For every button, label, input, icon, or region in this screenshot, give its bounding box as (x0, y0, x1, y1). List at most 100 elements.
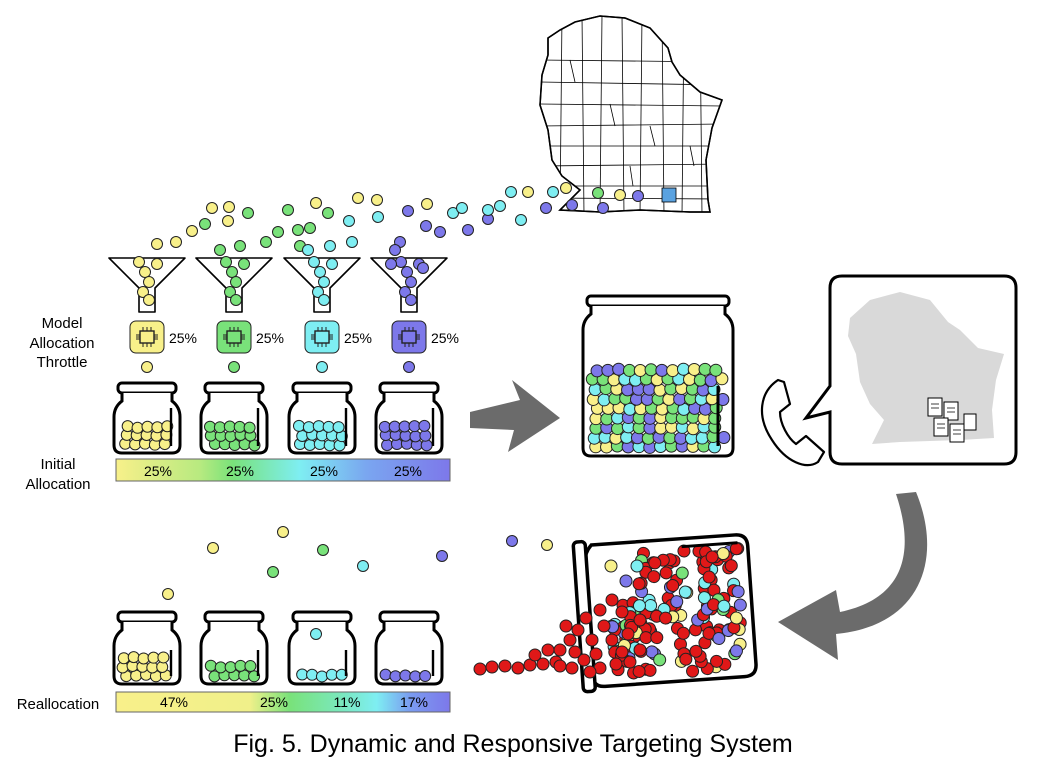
model-chips: 25% 25% 25% 25% (129, 320, 459, 373)
stream-dot (260, 236, 272, 248)
stream-dot (372, 211, 384, 223)
jar-ball (409, 430, 422, 443)
jar-ball (687, 362, 701, 376)
spill-ball (568, 645, 582, 659)
label-reallocation: Reallocation (17, 696, 100, 713)
jar-ball (590, 364, 604, 378)
spill-ball (615, 605, 629, 619)
funnel-dot (302, 244, 314, 256)
jar-ball (676, 362, 690, 376)
jar-lid (203, 381, 265, 395)
stream-dot (540, 202, 552, 214)
jar-ball (659, 611, 673, 625)
jar-ball (419, 429, 432, 442)
jar-ball (141, 420, 154, 433)
stream-dot (494, 200, 506, 212)
reallocation-bar: 47% 25% 11% 17% (115, 691, 451, 713)
jar-ball (702, 570, 716, 584)
initial-jar (112, 381, 182, 455)
stream-dot (592, 187, 604, 199)
stream-dot (597, 202, 609, 214)
stream-dot (222, 215, 234, 227)
funnel-dot (389, 244, 401, 256)
jar-ball (663, 431, 677, 445)
floating-dot (357, 560, 369, 572)
jar-ball (121, 420, 134, 433)
funnel-dot (318, 294, 330, 306)
floating-dot (310, 628, 322, 640)
spill-ball (605, 593, 619, 607)
chip-body (304, 320, 340, 354)
floating-dots (162, 526, 553, 640)
realloc-3: 11% (334, 694, 361, 710)
jar-lid (378, 610, 440, 624)
label-model: Model (42, 315, 83, 332)
jar-ball (675, 566, 689, 580)
jar-ball (325, 668, 338, 681)
initial-jar (287, 381, 357, 455)
jar-ball (312, 420, 325, 433)
spill-ball (605, 633, 619, 647)
label-throttle: Throttle (37, 354, 88, 371)
stream-dot (632, 190, 644, 202)
stream-dot (199, 218, 211, 230)
spill-ball (473, 662, 487, 676)
funnel-icon (370, 244, 448, 313)
spill-ball (597, 619, 611, 633)
jar-ball (214, 661, 227, 674)
jar-ball (302, 421, 315, 434)
realloc-jar (287, 610, 357, 686)
stream-dot (272, 226, 284, 238)
jar-ball (303, 438, 316, 451)
funnel-dot (308, 256, 320, 268)
jar-ball (243, 421, 256, 434)
funnel-dot (238, 258, 250, 270)
jar-ball (151, 421, 164, 434)
funnel-dot (139, 266, 151, 278)
jar-ball (693, 373, 707, 387)
initial-alloc-2: 25% (226, 463, 254, 479)
jar-ball (622, 363, 636, 377)
realloc-jar (199, 610, 269, 686)
spill-ball (633, 643, 647, 657)
chip-body (129, 320, 165, 354)
jar-ball (419, 670, 432, 683)
spill-ball (589, 647, 603, 661)
stream-dot (420, 220, 432, 232)
jar-ball (418, 419, 431, 432)
stream-dot (447, 207, 459, 219)
stream-dot (343, 215, 355, 227)
spill-ball (615, 645, 629, 659)
jar-ball (379, 668, 392, 681)
jar-ball (650, 631, 664, 645)
funnel-dot (405, 294, 417, 306)
spill-ball (585, 633, 599, 647)
spill-ball (623, 655, 637, 669)
funnel-dot (133, 256, 145, 268)
jar-ball (733, 598, 747, 612)
mixed-jar-body (581, 294, 735, 458)
jar-ball (677, 544, 691, 558)
stream-dot (482, 204, 494, 216)
throttle-dot (403, 361, 415, 373)
jar-ball (678, 585, 692, 599)
jar-ball (388, 420, 401, 433)
jar-ball (712, 632, 726, 646)
funnel-dot (143, 294, 155, 306)
jar-ball (670, 595, 684, 609)
stream-dot (560, 182, 572, 194)
highlighted-county (661, 187, 677, 203)
floating-dot (541, 539, 553, 551)
jar-ball (633, 363, 647, 377)
jar-lid (585, 294, 731, 308)
jar-ball (117, 652, 130, 665)
stream-dot (223, 201, 235, 213)
county-lines (540, 16, 722, 212)
jar-ball (213, 421, 226, 434)
funnel-dot (230, 276, 242, 288)
jar-ball (632, 599, 646, 613)
stream-dot (352, 192, 364, 204)
stream-dot (547, 186, 559, 198)
chip-icon: 25% (391, 320, 459, 373)
